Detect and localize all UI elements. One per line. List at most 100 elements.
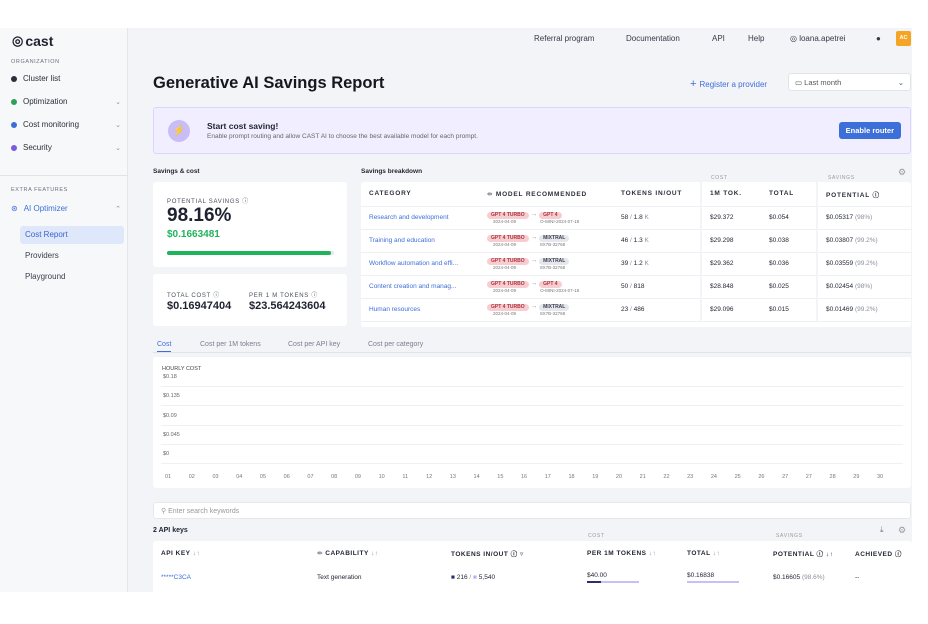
x-tick-label: 03 [212,474,219,480]
sidebar-item-cost-report[interactable]: Cost Report [20,226,124,244]
col-per-1m[interactable]: PER 1M TOKENS ↓↑ [587,549,657,557]
x-tick-label: 19 [592,474,599,480]
top-bar: Referral program Documentation API Help … [128,28,912,48]
x-tick-label: 30 [877,474,884,480]
x-tick-label: 05 [259,474,267,480]
total: $0.038 [761,229,817,253]
total-cost-card: TOTAL COST ⓘ $0.16947404 PER 1 M TOKENS … [153,274,347,326]
table-row[interactable]: Human resources GPT 4 TURBO 2024-04-09 → MI… [361,298,911,322]
total: $0.025 [761,275,817,299]
x-tick-label: 26 [758,474,765,480]
col-potential[interactable]: POTENTIAL ⓘ [816,182,911,207]
api-link[interactable]: API [712,34,725,43]
bell-icon[interactable]: ● [876,34,881,43]
from-model-badge: GPT 4 TURBO [487,281,529,288]
documentation-link[interactable]: Documentation [626,34,680,43]
col-tokens[interactable]: TOKENS IN/OUT [613,182,701,207]
user-menu[interactable]: ◎ loana.apetrei [790,34,846,43]
col-model[interactable]: ⇹ MODEL RECOMMENDED [479,182,613,207]
col-category[interactable]: CATEGORY [361,182,479,207]
category-link[interactable]: Workflow automation and effi... [361,252,479,276]
total: $0.16838 [679,565,765,589]
chart-title: HOURLY COST [162,366,202,372]
category-link[interactable]: Human resources [361,298,479,322]
enable-router-button[interactable]: Enable router [838,122,901,139]
model-recommended: GPT 4 TURBO 2024-04-09 → GPT 4 O-MINI-2024-0… [479,275,613,299]
download-icon[interactable]: ⤓ [880,525,884,534]
app: ◎ cast ORGANIZATION Cluster list Optimiza… [0,28,912,592]
tab-cost-per-1m[interactable]: Cost per 1M tokens [200,341,261,348]
tab-cost-per-api-key[interactable]: Cost per API key [288,341,341,348]
extra-features-label: EXTRA FEATURES [11,187,68,193]
api-keys-table: API KEY ↓↑ ⇹ CAPABILITY ↓↑ TOKENS IN/OUT… [153,541,912,592]
table-row[interactable]: Training and education GPT 4 TURBO 2024-0… [361,229,911,253]
gridline [161,443,903,445]
col-capability[interactable]: ⇹ CAPABILITY ↓↑ [317,550,379,557]
filter-icon: ▿ [519,551,524,558]
potential: $0.03559 (99.2%) [816,252,911,276]
register-provider-button[interactable]: + Register a provider [690,78,768,90]
cost-saving-banner: ⚡ Start cost saving! Enable prompt routi… [153,107,911,154]
total: $0.036 [761,252,817,276]
model-recommended: GPT 4 TURBO 2024-04-09 → MIXTRAL 8X7B-32768 [479,252,613,276]
help-link[interactable]: Help [748,34,765,43]
category-link[interactable]: Content creation and manag... [361,275,479,299]
sidebar-item-providers[interactable]: Providers [25,251,59,260]
tokens: 46 / 1.3 K [613,229,701,253]
cost-group-label: COST [711,175,728,181]
api-key-link[interactable]: *****C3CA [161,573,191,581]
category-link[interactable]: Research and development [361,206,479,230]
savings-group-label: SAVINGS [776,533,803,539]
info-icon: ⓘ [242,199,249,205]
savings-breakdown-table: CATEGORY ⇹ MODEL RECOMMENDED TOKENS IN/O… [361,182,911,327]
table-row[interactable]: Workflow automation and effi... GPT 4 TU… [361,252,911,276]
date-range-select[interactable]: ▭ Last month ⌄ [788,73,911,91]
cost-1m: $28.848 [700,275,761,299]
col-1m[interactable]: 1M TOK. [700,182,761,207]
page-title: Generative AI Savings Report [153,74,385,92]
chevron-down-icon: ⌄ [115,121,121,129]
x-tick-label: 16 [521,474,528,480]
avatar[interactable]: AC [896,31,911,46]
tab-cost[interactable]: Cost [157,341,172,352]
sidebar-item-cluster-list[interactable]: Cluster list [11,74,121,83]
sidebar-item-security[interactable]: Security ⌄ [11,143,121,152]
category-link[interactable]: Training and education [361,229,479,253]
ai-optimizer-icon: ⊛ [11,204,18,213]
tab-cost-per-category[interactable]: Cost per category [368,341,424,348]
x-tick-label: 18 [568,474,575,480]
sidebar: ◎ cast ORGANIZATION Cluster list Optimiza… [0,28,128,592]
col-potential[interactable]: POTENTIAL ⓘ ↓↑ [773,551,834,558]
user-icon: ◎ [790,34,800,43]
settings-gear-icon[interactable]: ⚙ [898,167,907,177]
logo[interactable]: ◎ cast [12,33,54,49]
organization-label: ORGANIZATION [11,59,60,65]
table-header: CATEGORY ⇹ MODEL RECOMMENDED TOKENS IN/O… [361,182,911,207]
arrow-right-icon: → [530,280,538,287]
sidebar-item-cost-monitoring[interactable]: Cost monitoring ⌄ [11,120,121,129]
col-achieved[interactable]: ACHIEVED ⓘ [855,551,902,558]
x-tick-label: 13 [449,474,456,480]
col-total[interactable]: TOTAL [761,182,817,207]
search-input[interactable]: ⚲ Enter search keywords [153,502,911,519]
chevron-down-icon: ⌄ [897,78,904,87]
sidebar-item-optimization[interactable]: Optimization ⌄ [11,97,121,106]
referral-link[interactable]: Referral program [534,34,595,43]
table-row[interactable]: Research and development GPT 4 TURBO 2024… [361,206,911,230]
col-total[interactable]: TOTAL ↓↑ [687,549,721,557]
x-tick-label: 10 [378,474,385,480]
col-tokens[interactable]: TOKENS IN/OUT ⓘ ▿ [451,551,524,558]
sidebar-item-ai-optimizer[interactable]: ⊛ AI Optimizer ⌃ [11,204,121,213]
table-row[interactable]: Content creation and manag... GPT 4 TURB… [361,275,911,299]
gridline [161,463,903,464]
table-row[interactable]: *****C3CA Text generation ■ 216 / ■ 5,54… [153,565,912,589]
per-1m-value: $23.564243604 [249,300,326,312]
col-api-key[interactable]: API KEY ↓↑ [161,549,201,557]
savings-progress-bar [167,251,334,255]
chevron-down-icon: ⌄ [115,98,121,106]
sidebar-item-playground[interactable]: Playground [25,272,66,281]
tokens: 23 / 486 [613,298,701,322]
gridline [161,386,903,387]
banner-title: Start cost saving! [207,121,279,131]
settings-gear-icon[interactable]: ⚙ [898,525,907,535]
